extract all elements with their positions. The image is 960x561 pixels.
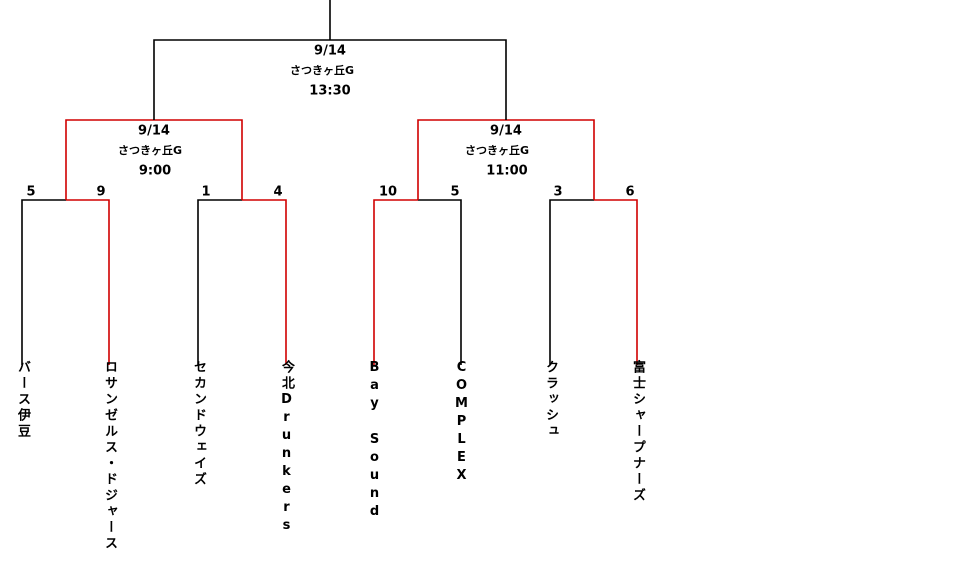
team-name: 今北Drunkers — [279, 360, 294, 536]
score: 9 — [96, 185, 105, 200]
line — [197, 199, 242, 365]
final-date: 9/14 — [314, 44, 346, 59]
semi-date: 9/14 — [138, 124, 170, 139]
team-name: バース伊豆 — [15, 360, 30, 440]
score: 5 — [450, 185, 459, 200]
team-name: ロサンゼルス・ドジャース — [102, 360, 117, 552]
line — [594, 199, 638, 365]
score: 6 — [625, 185, 634, 200]
score: 4 — [273, 185, 282, 200]
semi-time: 9:00 — [139, 164, 171, 179]
line — [418, 199, 462, 365]
score: 5 — [26, 185, 35, 200]
team-name: クラッシュ — [543, 360, 558, 440]
line — [549, 199, 594, 365]
score: 1 — [201, 185, 210, 200]
team-name: 富士シャープナーズ — [630, 360, 645, 504]
line — [153, 0, 507, 120]
team-name: COMPLEX — [454, 360, 469, 486]
team-name: セカンドウェイズ — [191, 360, 206, 488]
final-venue: さつきヶ丘G — [290, 64, 354, 77]
final-time: 13:30 — [309, 84, 350, 99]
semi-date: 9/14 — [490, 124, 522, 139]
score: 10 — [379, 185, 397, 200]
score: 3 — [553, 185, 562, 200]
semi-venue: さつきヶ丘G — [465, 144, 529, 157]
line — [373, 199, 418, 365]
semi-time: 11:00 — [486, 164, 527, 179]
semi-venue: さつきヶ丘G — [118, 144, 182, 157]
line — [242, 199, 287, 365]
line — [66, 199, 110, 365]
team-name: Bay Sound — [367, 360, 382, 522]
line — [21, 199, 66, 365]
